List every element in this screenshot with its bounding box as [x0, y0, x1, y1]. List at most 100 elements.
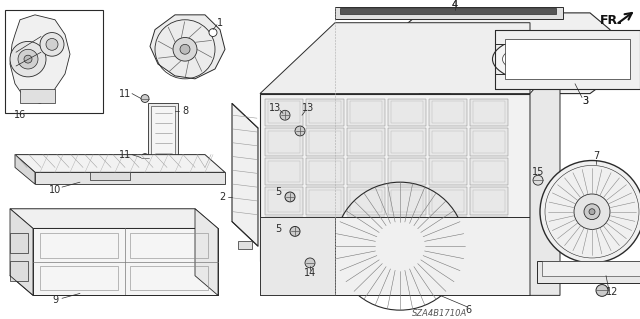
Bar: [432, 101, 464, 123]
Bar: [309, 249, 341, 271]
Bar: [537, 261, 640, 283]
Bar: [268, 249, 300, 271]
Bar: [268, 160, 300, 182]
Text: 6: 6: [465, 305, 471, 315]
Polygon shape: [400, 13, 610, 93]
Bar: [388, 187, 426, 215]
Circle shape: [533, 175, 543, 185]
Circle shape: [584, 204, 600, 219]
Text: 11: 11: [119, 89, 131, 99]
Bar: [542, 261, 640, 276]
Text: 4: 4: [452, 0, 458, 10]
Bar: [429, 187, 467, 215]
Bar: [309, 219, 341, 241]
Bar: [347, 217, 385, 244]
Bar: [470, 128, 508, 156]
Bar: [309, 190, 341, 212]
Bar: [473, 131, 505, 153]
Bar: [20, 89, 55, 103]
Bar: [40, 266, 118, 291]
Text: 3: 3: [582, 96, 588, 107]
Bar: [40, 234, 118, 258]
Bar: [268, 219, 300, 241]
Bar: [238, 241, 252, 249]
Bar: [350, 131, 382, 153]
Bar: [347, 187, 385, 215]
Polygon shape: [260, 23, 530, 93]
Circle shape: [295, 126, 305, 136]
Circle shape: [141, 94, 149, 102]
Bar: [432, 249, 464, 271]
Text: 10: 10: [49, 185, 61, 195]
Bar: [429, 217, 467, 244]
Circle shape: [141, 154, 149, 161]
Bar: [473, 219, 505, 241]
Bar: [350, 219, 382, 241]
Bar: [432, 219, 464, 241]
Bar: [350, 249, 382, 271]
Text: 8: 8: [182, 106, 188, 116]
Polygon shape: [15, 155, 35, 184]
Text: 15: 15: [532, 167, 544, 177]
Circle shape: [180, 44, 190, 54]
Bar: [306, 128, 344, 156]
Circle shape: [290, 226, 300, 236]
Polygon shape: [232, 103, 258, 246]
Bar: [130, 266, 208, 291]
Polygon shape: [35, 172, 225, 184]
Bar: [265, 128, 303, 156]
Bar: [260, 93, 530, 261]
Circle shape: [375, 222, 425, 271]
Bar: [260, 217, 530, 295]
Bar: [268, 101, 300, 123]
Circle shape: [18, 49, 38, 69]
Bar: [350, 101, 382, 123]
Text: 2: 2: [219, 192, 225, 202]
Bar: [429, 99, 467, 126]
Circle shape: [596, 285, 608, 296]
Circle shape: [574, 194, 610, 229]
Bar: [391, 249, 423, 271]
Bar: [309, 160, 341, 182]
Bar: [473, 160, 505, 182]
Bar: [347, 158, 385, 185]
Bar: [268, 131, 300, 153]
Circle shape: [209, 29, 217, 36]
Bar: [388, 158, 426, 185]
Text: 12: 12: [606, 287, 618, 297]
Bar: [429, 158, 467, 185]
Text: 3: 3: [582, 96, 588, 107]
Bar: [268, 190, 300, 212]
Bar: [340, 8, 556, 14]
Bar: [473, 190, 505, 212]
Circle shape: [589, 209, 595, 215]
Bar: [505, 40, 630, 79]
Circle shape: [540, 160, 640, 263]
Ellipse shape: [493, 32, 637, 86]
Bar: [470, 158, 508, 185]
Polygon shape: [530, 59, 560, 295]
Bar: [347, 99, 385, 126]
Polygon shape: [495, 30, 640, 89]
Polygon shape: [15, 155, 225, 172]
Circle shape: [390, 236, 410, 256]
Bar: [391, 131, 423, 153]
Polygon shape: [10, 15, 70, 103]
Ellipse shape: [502, 41, 627, 78]
Bar: [265, 187, 303, 215]
Bar: [473, 101, 505, 123]
Bar: [391, 219, 423, 241]
Text: 5: 5: [275, 187, 281, 197]
Bar: [347, 128, 385, 156]
Bar: [473, 249, 505, 271]
Circle shape: [173, 38, 197, 61]
Bar: [388, 246, 426, 274]
Bar: [130, 234, 208, 258]
Bar: [388, 128, 426, 156]
Bar: [470, 187, 508, 215]
Circle shape: [24, 55, 32, 63]
Bar: [388, 217, 426, 244]
Text: 1: 1: [217, 18, 223, 28]
Bar: [148, 103, 178, 162]
Bar: [309, 101, 341, 123]
